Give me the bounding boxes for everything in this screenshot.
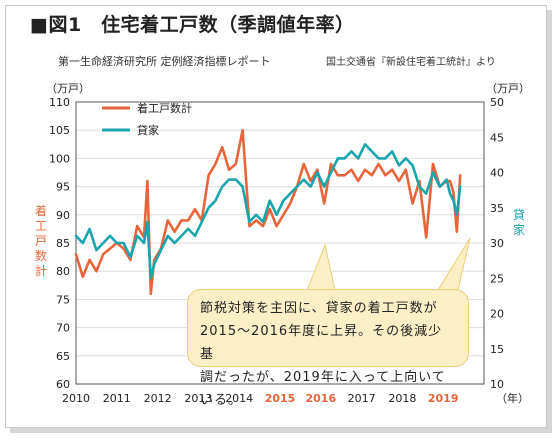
y-right-tick-label: 25: [490, 272, 504, 285]
x-tick-label: 2017: [348, 392, 376, 405]
series-line-2: [74, 143, 462, 280]
y-left-tick-label: 95: [56, 181, 70, 194]
y-left-unit: （万戸）: [46, 82, 90, 95]
plot-frame: [75, 101, 485, 385]
y-right-tick-label: 45: [490, 131, 504, 144]
y-right-tick-label: 30: [490, 237, 504, 250]
x-tick-label: 2015: [265, 392, 296, 405]
y-right-unit: （万戸）: [486, 82, 530, 95]
y-right-tick-label: 10: [490, 378, 504, 391]
callout-pointer: [437, 237, 471, 291]
y-left-tick-label: 105: [49, 124, 70, 137]
callout-box: 節税対策を主因に、貸家の着工戸数が 2015〜2016年度に上昇。その後減少基 …: [187, 289, 469, 408]
y-right-tick-label: 50: [490, 96, 504, 109]
y-right-tick-label: 20: [490, 308, 504, 321]
x-tick-label: 2012: [144, 392, 172, 405]
legend-label: 貸家: [137, 123, 159, 137]
y-left-tick-label: 90: [56, 209, 70, 222]
y-right-tick-label: 35: [490, 202, 504, 215]
y-left-tick-label: 60: [56, 378, 70, 391]
x-tick-label: 2014: [225, 392, 253, 405]
source-right: 国土交通省『新設住宅着工統計』より: [326, 57, 496, 68]
callout-pointer: [306, 243, 336, 291]
y-left-tick-label: 75: [56, 293, 70, 306]
x-axis-unit: （年）: [496, 391, 529, 405]
y-left-tick-label: 100: [49, 152, 70, 165]
x-tick-label: 2010: [62, 392, 90, 405]
y-left-tick-label: 65: [56, 350, 70, 363]
y-right-tick-label: 40: [490, 167, 504, 180]
source-left: 第一生命経済研究所 定例経済指標レポート: [58, 55, 271, 68]
legend-label: 着工戸数計: [137, 101, 192, 115]
y-left-tick-label: 85: [56, 237, 70, 250]
y-left-tick-label: 110: [49, 96, 70, 109]
series-line-1: [74, 128, 462, 296]
y-left-axis-label: 着工戸数計: [35, 203, 47, 278]
chart-title: ■図1 住宅着工戸数（季調値年率）: [30, 14, 355, 36]
y-right-axis-label: 貸家: [513, 207, 525, 237]
y-right-tick-label: 15: [490, 343, 504, 356]
x-tick-label: 2016: [305, 392, 336, 405]
y-left-tick-label: 70: [56, 322, 70, 335]
x-tick-label: 2011: [103, 392, 131, 405]
y-left-tick-label: 80: [56, 265, 70, 278]
x-tick-label: 2013: [184, 392, 212, 405]
x-tick-label: 2018: [388, 392, 416, 405]
x-tick-label: 2019: [428, 392, 459, 405]
